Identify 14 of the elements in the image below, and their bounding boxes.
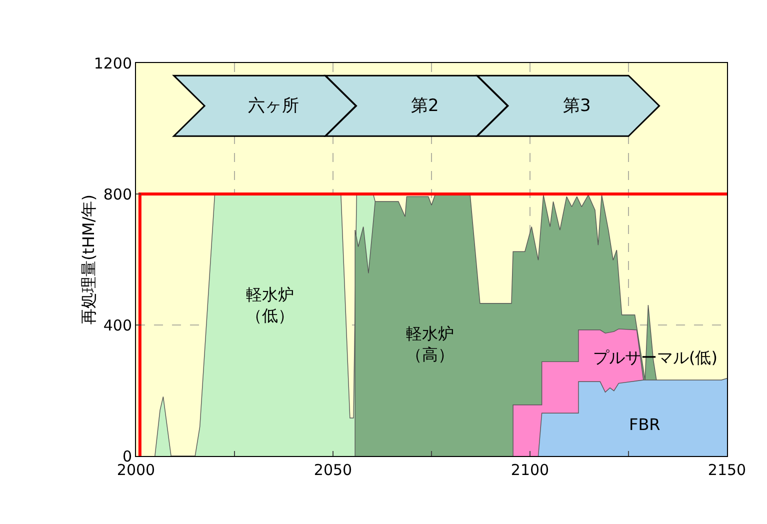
y-axis-title: 再処理量(tHM/年) [79, 194, 98, 324]
annotation: 六ヶ所 [248, 96, 299, 116]
annotation: 第3 [563, 96, 591, 116]
annotation: 軽水炉（低） [246, 285, 294, 325]
y-tick-label: 400 [103, 316, 132, 334]
x-tick-label: 2050 [314, 461, 352, 479]
annotation: 第2 [411, 96, 439, 116]
x-tick-label: 2150 [708, 461, 746, 479]
x-tick-label: 2000 [116, 461, 156, 479]
x-tick-label: 2100 [510, 461, 550, 479]
y-tick-label: 800 [103, 185, 132, 204]
annotation: FBR [629, 415, 660, 434]
y-tick-label: 1200 [94, 54, 132, 72]
annotation: 軽水炉（高） [406, 324, 454, 364]
